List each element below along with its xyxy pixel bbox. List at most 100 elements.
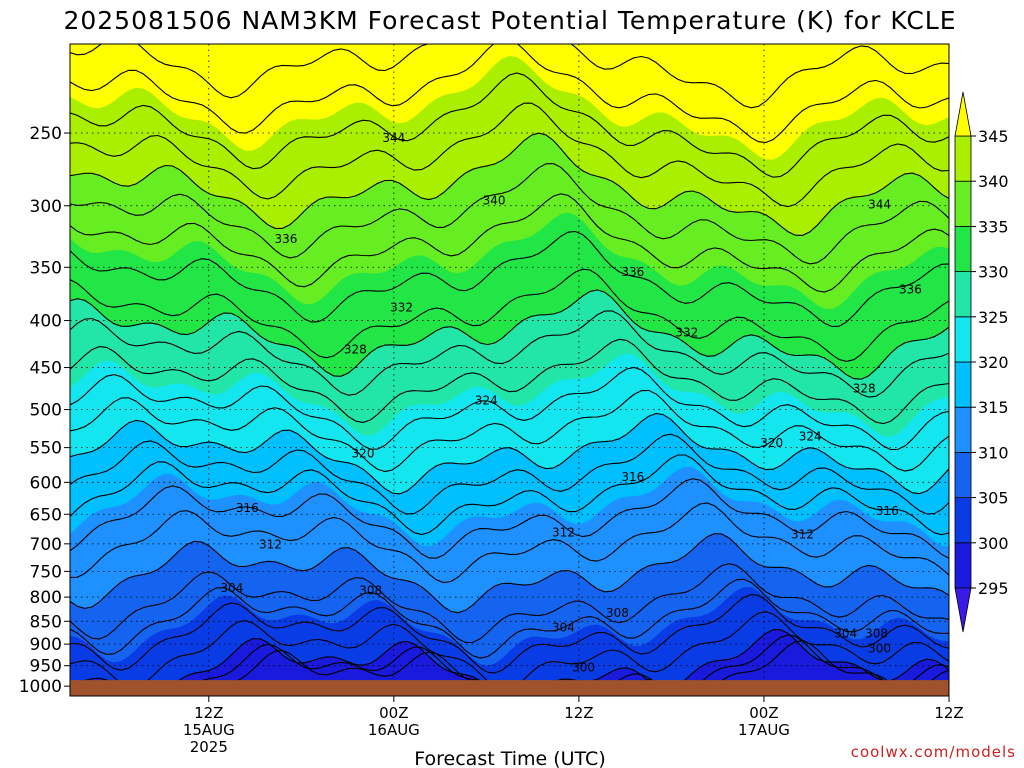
- contour-298: [70, 634, 949, 696]
- colorbar-tick-label-300: 300: [978, 534, 1009, 553]
- chart-title: 2025081506 NAM3KM Forecast Potential Tem…: [63, 6, 956, 35]
- y-tick-label-250: 250: [30, 124, 62, 144]
- y-tick-label-800: 800: [30, 588, 62, 608]
- colorbar-segment-315: [954, 361, 972, 408]
- contour-324: [70, 366, 949, 451]
- y-tick-label-900: 900: [30, 635, 62, 655]
- contour-label-336-1: 336: [621, 265, 644, 279]
- y-axis-ticks: 250 300 350 400 450 500 550 600 650 700 750 800 850 9…: [19, 124, 70, 697]
- contour-348: [70, 44, 949, 109]
- contour-label-312-2: 312: [791, 528, 814, 542]
- contour-label-304-0: 304: [220, 581, 243, 595]
- colorbar-segment-295: [954, 542, 972, 589]
- colorbar-tick-label-320: 320: [978, 353, 1009, 372]
- y-tick-label-400: 400: [30, 312, 62, 332]
- contour-326: [70, 338, 949, 425]
- contour-label-304-1: 304: [552, 620, 575, 634]
- contour-label-316-0: 316: [236, 501, 259, 515]
- y-tick-label-350: 350: [30, 258, 62, 278]
- colorbar-segment-325: [954, 271, 972, 318]
- colorbar-tick-label-295: 295: [978, 579, 1009, 598]
- y-tick-label-950: 950: [30, 657, 62, 677]
- contour-label-312-0: 312: [259, 537, 282, 551]
- contour-label-324-1: 324: [799, 430, 822, 444]
- contour-336: [70, 193, 949, 293]
- contour-344: [70, 72, 949, 178]
- contour-label-328-1: 328: [853, 381, 876, 395]
- colorbar-segment-300: [954, 497, 972, 544]
- contour-328: [70, 310, 949, 398]
- contour-322: [70, 389, 949, 473]
- band-295: [70, 629, 949, 696]
- x-tick-label-6-1: 15AUG: [183, 721, 235, 739]
- colorbar-tick-label-345: 345: [978, 127, 1009, 146]
- contour-342: [70, 102, 949, 208]
- y-tick-label-500: 500: [30, 401, 62, 421]
- contour-label-308-2: 308: [865, 626, 888, 640]
- below-ground-region: [70, 680, 949, 696]
- colorbar-segment-340: [954, 135, 972, 182]
- x-tick-label-6-2: 2025: [190, 738, 228, 756]
- color-bands: [70, 44, 949, 696]
- contour-label-300-1: 300: [868, 642, 891, 656]
- x-tick-label-30-0: 12Z: [564, 704, 593, 722]
- y-tick-label-700: 700: [30, 535, 62, 555]
- contour-318: [70, 433, 949, 515]
- contour-332: [70, 268, 949, 362]
- colorbar-tick-label-330: 330: [978, 263, 1009, 282]
- colorbar-segment-335: [954, 180, 972, 227]
- x-tick-label-42-0: 00Z: [749, 704, 778, 722]
- y-tick-label-1000: 1000: [19, 677, 62, 697]
- colorbar-max-arrow: [954, 91, 972, 137]
- x-tick-label-6-0: 12Z: [194, 704, 223, 722]
- contour-316: [70, 454, 949, 536]
- contour-label-344-1: 344: [868, 197, 891, 211]
- colorbar-tick-label-335: 335: [978, 217, 1009, 236]
- contour-label-336-0: 336: [274, 232, 297, 246]
- y-tick-label-850: 850: [30, 612, 62, 632]
- colorbar-tick-label-310: 310: [978, 443, 1009, 462]
- x-tick-label-54-0: 12Z: [934, 704, 963, 722]
- x-axis-label: Forecast Time (UTC): [414, 748, 605, 768]
- contour-label-328-0: 328: [344, 342, 367, 356]
- contour-label-308-0: 308: [359, 584, 382, 598]
- x-tick-label-18-1: 16AUG: [368, 721, 420, 739]
- contour-338: [70, 163, 949, 265]
- contour-312: [70, 502, 949, 584]
- contour-340: [70, 132, 949, 236]
- contour-label-304-2: 304: [834, 626, 857, 640]
- contour-lines: [70, 44, 949, 696]
- colorbar-min-arrow: [954, 587, 972, 633]
- contour-334: [70, 230, 949, 328]
- credit-text: coolwx.com/models: [851, 743, 1016, 761]
- contour-320: [70, 412, 949, 495]
- colorbar-segment-305: [954, 451, 972, 498]
- contour-label-300-0: 300: [572, 660, 595, 674]
- contour-308: [70, 563, 949, 644]
- contour-label-332-1: 332: [675, 325, 698, 339]
- colorbar-tick-label-315: 315: [978, 398, 1009, 417]
- plot-frame: [69, 43, 950, 697]
- colorbar-segment-330: [954, 225, 972, 272]
- colorbar-tick-label-305: 305: [978, 489, 1009, 508]
- contour-310: [70, 533, 949, 614]
- contour-label-316-2: 316: [876, 504, 899, 518]
- contour-label-308-1: 308: [606, 606, 629, 620]
- y-tick-label-750: 750: [30, 562, 62, 582]
- contour-label-340-0: 340: [483, 193, 506, 207]
- colorbar-segment-320: [954, 316, 972, 363]
- contour-label-320-1: 320: [760, 436, 783, 450]
- contour-label-336-2: 336: [899, 282, 922, 296]
- contour-300: [70, 629, 949, 696]
- colorbar-tick-label-340: 340: [978, 172, 1009, 191]
- contour-label-324-0: 324: [475, 394, 498, 408]
- contour-label-344-0: 344: [382, 131, 405, 145]
- contour-labels: 300 300 304 304 304 308 308 308 312 312 312 316 316 3…: [220, 131, 921, 675]
- contour-346: [70, 44, 949, 144]
- contour-label-332-0: 332: [390, 300, 413, 314]
- colorbar-tick-label-325: 325: [978, 308, 1009, 327]
- contour-306: [70, 578, 949, 659]
- y-tick-label-300: 300: [30, 197, 62, 217]
